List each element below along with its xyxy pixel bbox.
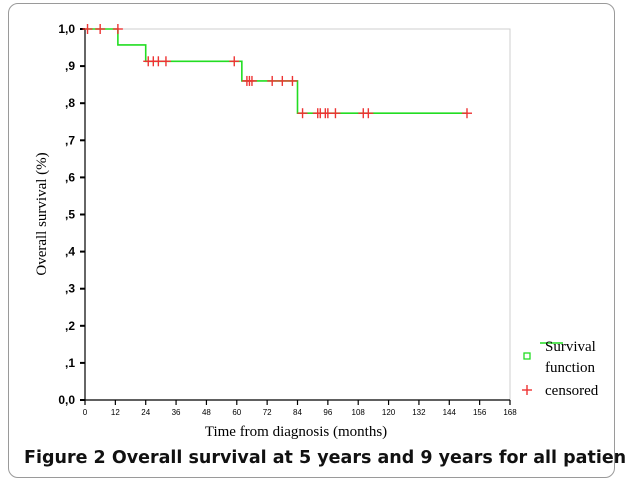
- y-tick-label: ,6: [65, 170, 75, 184]
- x-tick-label: 96: [323, 408, 332, 417]
- x-tick-label: 36: [172, 408, 181, 417]
- x-axis-label: Time from diagnosis (months): [205, 424, 387, 440]
- y-ticks: 0,0 ,1 ,2 ,3 ,4 ,5 ,6 ,7 ,8 ,9 1,0: [58, 22, 85, 407]
- x-tick-label: 108: [352, 408, 366, 417]
- x-tick-label: 156: [473, 408, 487, 417]
- censor-mark: [297, 108, 308, 119]
- figure-frame: [8, 3, 615, 478]
- y-tick-label: ,3: [65, 282, 75, 296]
- x-tick-label: 120: [382, 408, 396, 417]
- legend-square-marker: [523, 352, 531, 360]
- legend-label-survival-line1: Survival: [545, 339, 596, 355]
- x-tick-label: 0: [83, 408, 88, 417]
- y-tick-label: ,1: [65, 356, 75, 370]
- x-tick-label: 144: [443, 408, 457, 417]
- caption-label: Figure 2: [24, 448, 106, 468]
- censor-mark: [82, 24, 93, 34]
- y-tick-label: ,9: [65, 59, 75, 73]
- x-tick-label: 24: [141, 408, 150, 417]
- y-tick-label: ,2: [65, 319, 75, 333]
- censor-mark: [287, 75, 298, 86]
- censor-mark: [160, 56, 171, 67]
- x-ticks: 0 12 24 36 48 60 72 84 96 108 120 132 144 156 168: [83, 400, 517, 417]
- y-tick-label: ,7: [65, 133, 75, 147]
- censor-mark: [267, 75, 278, 86]
- y-tick-label: ,5: [65, 208, 75, 222]
- censor-mark: [112, 24, 123, 34]
- censor-mark: [229, 56, 240, 67]
- y-tick-label: 1,0: [58, 22, 75, 36]
- series-layer: [85, 28, 467, 115]
- x-tick-label: 84: [293, 408, 302, 417]
- censor-layer: [82, 24, 472, 119]
- survival-curve: [85, 28, 467, 115]
- x-tick-label: 60: [232, 408, 241, 417]
- x-tick-label: 12: [111, 408, 120, 417]
- legend-label-survival-line2: function: [545, 360, 595, 376]
- y-tick-label: 0,0: [58, 393, 75, 407]
- x-tick-label: 132: [412, 408, 426, 417]
- censor-mark: [363, 108, 374, 119]
- x-tick-label: 72: [263, 408, 272, 417]
- censor-mark: [461, 108, 472, 119]
- x-tick-label: 168: [503, 408, 517, 417]
- y-tick-label: ,4: [65, 245, 75, 259]
- legend-plus-marker: [522, 385, 532, 395]
- censor-mark: [330, 108, 341, 119]
- censor-mark: [246, 75, 257, 86]
- y-axis-label: Overall survival (%): [34, 152, 50, 275]
- censor-mark: [95, 24, 106, 34]
- censor-mark: [277, 75, 288, 86]
- y-tick-label: ,8: [65, 96, 75, 110]
- figure-caption: Figure 2 Overall survival at 5 years and…: [24, 448, 625, 468]
- legend: Survival function censored: [522, 339, 599, 399]
- caption-text: Overall survival at 5 years and 9 years …: [111, 448, 625, 468]
- legend-label-censored: censored: [545, 383, 599, 399]
- x-tick-label: 48: [202, 408, 211, 417]
